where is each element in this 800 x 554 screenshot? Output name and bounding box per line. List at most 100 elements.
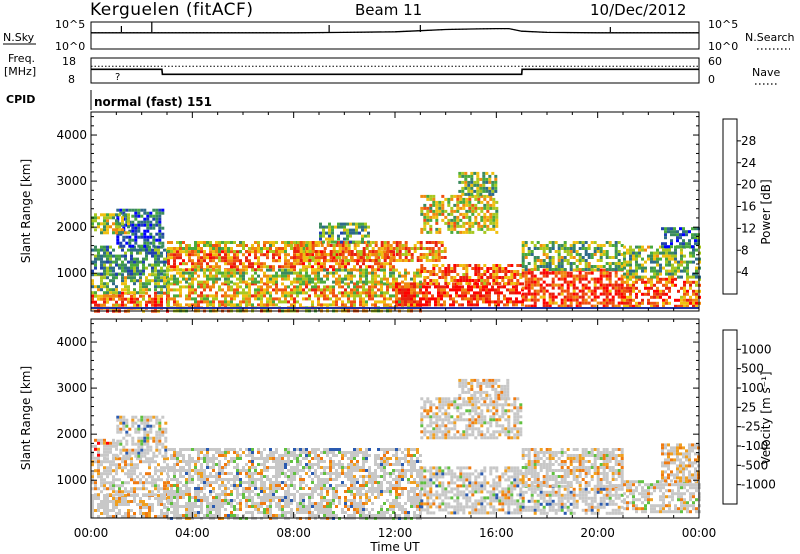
heatmap-cell <box>236 268 239 272</box>
heatmap-cell <box>435 273 439 276</box>
heatmap-cell <box>124 487 127 491</box>
heatmap-cell <box>151 481 154 485</box>
heatmap-cell <box>374 277 377 281</box>
heatmap-cell <box>200 268 203 272</box>
heatmap-cell <box>137 229 141 233</box>
heatmap-cell <box>626 269 629 273</box>
heatmap-cell <box>380 285 383 289</box>
heatmap-cell <box>112 481 115 485</box>
heatmap-cell <box>185 505 188 508</box>
heatmap-cell <box>161 445 165 449</box>
heatmap-cell <box>197 274 200 278</box>
heatmap-cell <box>593 283 597 287</box>
heatmap-cell <box>257 259 260 263</box>
heatmap-cell <box>462 206 466 210</box>
heatmap-cell <box>260 262 263 266</box>
heatmap-cell <box>495 267 499 270</box>
heatmap-cell <box>641 245 644 249</box>
heatmap-cell <box>350 268 353 272</box>
heatmap-cell <box>317 303 320 307</box>
heatmap-cell <box>413 288 416 292</box>
heatmap-cell <box>341 241 345 244</box>
heatmap-cell <box>694 236 697 240</box>
heatmap-cell <box>287 244 290 247</box>
heatmap-cell <box>695 301 698 305</box>
heatmap-cell <box>692 298 695 302</box>
heatmap-cell <box>185 511 188 514</box>
heatmap-cell <box>653 292 656 296</box>
velocity-heatmap <box>91 378 701 520</box>
heatmap-cell <box>453 218 457 222</box>
heatmap-cell <box>476 285 479 289</box>
heatmap-cell <box>554 283 558 287</box>
heatmap-cell <box>362 253 366 256</box>
heatmap-cell <box>620 277 624 281</box>
heatmap-cell <box>212 244 215 247</box>
heatmap-cell <box>227 448 230 451</box>
heatmap-cell <box>674 298 677 302</box>
heatmap-cell <box>166 478 169 482</box>
heatmap-cell <box>215 478 218 481</box>
heatmap-cell <box>362 250 366 253</box>
heatmap-cell <box>671 257 674 261</box>
heatmap-cell <box>100 475 103 479</box>
heatmap-cell <box>191 247 194 250</box>
heatmap-cell <box>515 291 518 295</box>
heatmap-cell <box>419 288 422 292</box>
heatmap-cell <box>242 262 245 266</box>
heatmap-cell <box>521 253 525 256</box>
heatmap-cell <box>668 269 671 273</box>
heatmap-cell <box>587 268 591 271</box>
heatmap-cell <box>596 247 600 250</box>
heatmap-cell <box>197 294 200 298</box>
heatmap-cell <box>233 291 236 295</box>
heatmap-cell <box>100 472 103 476</box>
heatmap-cell <box>206 277 209 281</box>
heatmap-cell <box>329 288 332 292</box>
heatmap-cell <box>335 277 338 281</box>
heatmap-cell <box>157 494 160 497</box>
heatmap-cell <box>632 283 635 287</box>
heatmap-cell <box>112 222 115 226</box>
heatmap-cell <box>429 273 433 276</box>
heatmap-cell <box>182 262 185 266</box>
heatmap-cell <box>115 303 118 307</box>
heatmap-cell <box>395 297 398 301</box>
heatmap-cell <box>121 303 124 307</box>
heatmap-cell <box>154 285 157 289</box>
heatmap-cell <box>323 285 326 289</box>
heatmap-cell <box>533 259 537 262</box>
heatmap-cell <box>149 211 153 215</box>
heatmap-cell <box>136 303 139 307</box>
heatmap-cell <box>251 282 254 286</box>
heatmap-cell <box>401 288 404 292</box>
heatmap-cell <box>94 228 97 232</box>
heatmap-cell <box>145 288 148 292</box>
heatmap-cell <box>584 250 588 253</box>
heatmap-cell <box>128 427 132 431</box>
heatmap-cell <box>122 208 126 212</box>
heatmap-cell <box>483 206 487 210</box>
heatmap-cell <box>139 269 142 273</box>
heatmap-cell <box>230 300 233 304</box>
heatmap-cell <box>444 267 448 270</box>
heatmap-cell <box>136 272 139 276</box>
heatmap-cell <box>124 457 127 461</box>
heatmap-cell <box>115 469 118 473</box>
heatmap-cell <box>608 283 612 287</box>
heatmap-cell <box>275 303 278 307</box>
heatmap-cell <box>176 469 179 472</box>
heatmap-cell <box>142 506 145 509</box>
heatmap-cell <box>326 294 329 298</box>
heatmap-cell <box>341 247 345 250</box>
heatmap-cell <box>680 275 683 279</box>
heatmap-cell <box>659 245 662 249</box>
heatmap-cell <box>477 279 481 282</box>
heatmap-cell <box>584 271 588 275</box>
heatmap-cell <box>326 288 329 292</box>
heatmap-cell <box>233 282 236 286</box>
heatmap-cell <box>127 269 130 273</box>
heatmap-cell <box>127 285 130 289</box>
heatmap-cell <box>314 268 317 272</box>
heatmap-cell <box>209 259 212 263</box>
